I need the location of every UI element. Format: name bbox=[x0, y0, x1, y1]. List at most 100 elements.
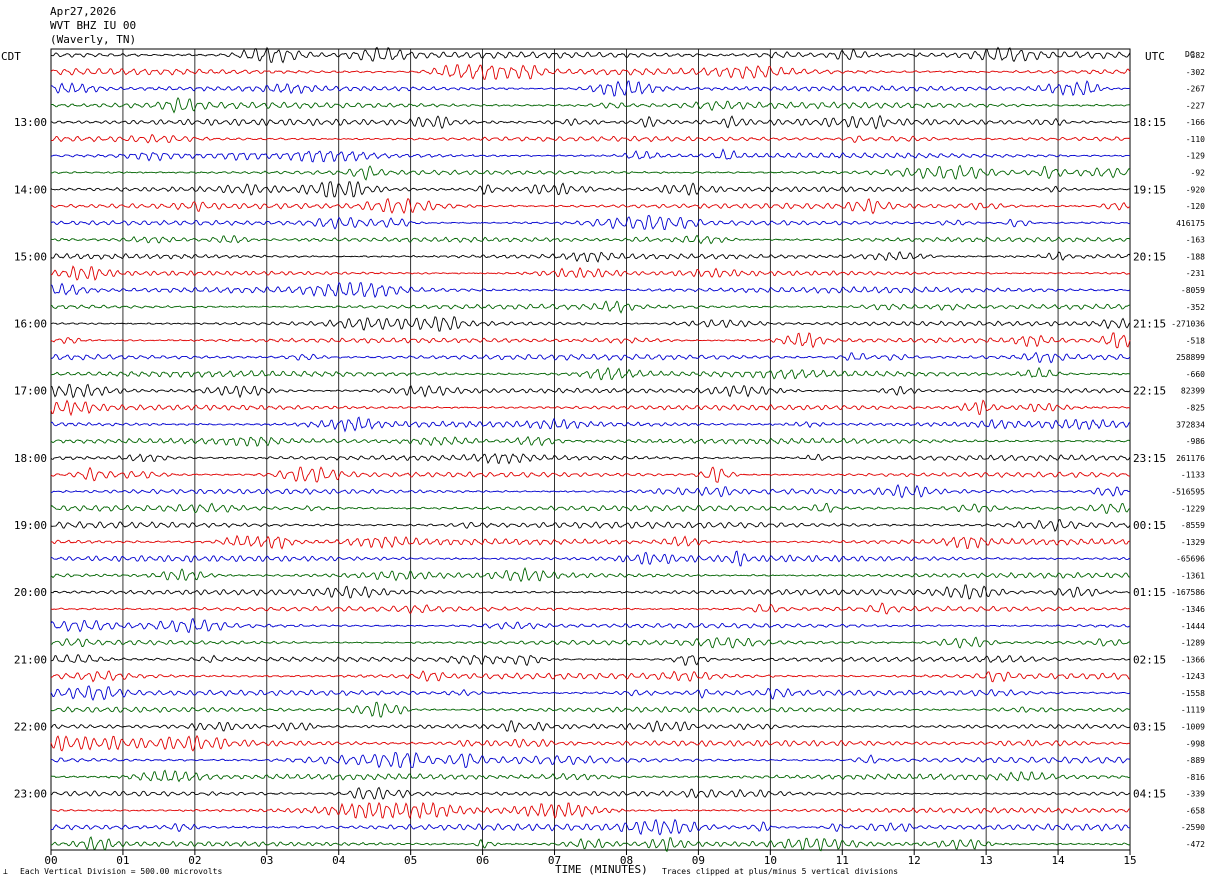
dc-offset-label: 372834 bbox=[1176, 420, 1205, 429]
dc-offset-label: -352 bbox=[1186, 303, 1205, 312]
trace-row bbox=[50, 265, 1131, 281]
dc-offset-label: -518 bbox=[1186, 336, 1205, 345]
trace-row bbox=[50, 734, 1131, 752]
dc-offset-label: -1361 bbox=[1181, 571, 1205, 580]
scale-note: Each Vertical Division = 500.00 microvol… bbox=[20, 867, 223, 876]
dc-offset-label: -271036 bbox=[1171, 320, 1205, 329]
clip-note: Traces clipped at plus/minus 5 vertical … bbox=[662, 867, 899, 876]
x-tick-label: 07 bbox=[548, 854, 561, 867]
dc-offset-label: -163 bbox=[1186, 236, 1205, 245]
left-hour-label: 18:00 bbox=[14, 452, 47, 465]
header-station: WVT BHZ IU 00 bbox=[50, 19, 137, 32]
plot-frame bbox=[50, 48, 1131, 851]
trace-row bbox=[50, 80, 1131, 97]
trace-row bbox=[50, 234, 1131, 245]
dc-offset-label: -129 bbox=[1186, 152, 1205, 161]
header-date: Apr27,2026 bbox=[50, 5, 117, 18]
dc-offset-label: -889 bbox=[1186, 756, 1205, 765]
dc-offset-label: -1329 bbox=[1181, 538, 1205, 547]
dc-offset-label: -339 bbox=[1186, 790, 1205, 799]
x-tick-label: 15 bbox=[1123, 854, 1136, 867]
trace-row bbox=[50, 670, 1131, 683]
trace-row bbox=[50, 316, 1131, 332]
trace-row bbox=[50, 566, 1131, 583]
right-hour-label: 02:15 bbox=[1133, 653, 1166, 666]
x-tick-label: 09 bbox=[692, 854, 705, 867]
x-tick-label: 12 bbox=[908, 854, 921, 867]
trace-row bbox=[50, 251, 1131, 263]
left-hour-label: 21:00 bbox=[14, 653, 47, 666]
trace-row bbox=[50, 96, 1131, 114]
right-hour-label: 00:15 bbox=[1133, 519, 1166, 532]
x-tick-label: 11 bbox=[836, 854, 849, 867]
dc-offset-label: -267 bbox=[1186, 85, 1205, 94]
trace-row bbox=[50, 416, 1131, 433]
dc-offset-label: -110 bbox=[1186, 135, 1205, 144]
trace-row bbox=[50, 720, 1131, 733]
dc-offset-label: -120 bbox=[1186, 202, 1205, 211]
right-hour-label: 20:15 bbox=[1133, 250, 1166, 263]
dc-offset-label: -986 bbox=[1186, 437, 1205, 446]
trace-row bbox=[50, 617, 1131, 634]
dc-offset-label: -1119 bbox=[1181, 706, 1205, 715]
right-hour-label: 18:15 bbox=[1133, 116, 1166, 129]
dc-offset-label: -1229 bbox=[1181, 504, 1205, 513]
left-hour-label: 16:00 bbox=[14, 318, 47, 331]
scale-icon: ⟂ bbox=[3, 867, 8, 876]
trace-row bbox=[50, 584, 1131, 600]
trace-row bbox=[50, 351, 1131, 364]
dc-offset-label: -1009 bbox=[1181, 722, 1205, 731]
trace-row bbox=[50, 281, 1131, 299]
trace-row bbox=[50, 366, 1131, 381]
trace-row bbox=[50, 483, 1131, 499]
dc-offset-label: -1558 bbox=[1181, 689, 1205, 698]
trace-row bbox=[50, 534, 1131, 550]
trace-row bbox=[50, 636, 1131, 649]
trace-row bbox=[50, 752, 1130, 769]
left-hour-label: 22:00 bbox=[14, 720, 47, 733]
trace-row bbox=[51, 653, 1131, 667]
right-hour-label: 01:15 bbox=[1133, 586, 1166, 599]
trace-row bbox=[50, 550, 1131, 567]
dc-offset-label: -472 bbox=[1186, 840, 1205, 849]
trace-row bbox=[50, 46, 1131, 64]
trace-row bbox=[50, 701, 1131, 718]
dc-offset-label: -231 bbox=[1186, 269, 1205, 278]
dc-offset-label: -167586 bbox=[1171, 588, 1205, 597]
header-location: (Waverly, TN) bbox=[50, 33, 137, 46]
trace-row bbox=[50, 399, 1131, 417]
x-tick-label: 00 bbox=[44, 854, 57, 867]
dc-offset-label: -816 bbox=[1186, 773, 1205, 782]
dc-offset-label: 82399 bbox=[1181, 387, 1205, 396]
trace-row bbox=[50, 602, 1131, 615]
dc-offset-label: 258899 bbox=[1176, 353, 1205, 362]
dc-label: DC bbox=[1185, 50, 1195, 59]
left-hour-label: 23:00 bbox=[14, 788, 47, 801]
dc-offset-label: -920 bbox=[1186, 185, 1205, 194]
dc-offset-label: -658 bbox=[1186, 806, 1205, 815]
dc-offset-label: -1243 bbox=[1181, 672, 1205, 681]
right-hour-label: 04:15 bbox=[1133, 788, 1166, 801]
trace-row bbox=[50, 435, 1131, 447]
trace-row bbox=[50, 769, 1131, 783]
left-hour-label: 20:00 bbox=[14, 586, 47, 599]
dc-offset-label: 416175 bbox=[1176, 219, 1205, 228]
dc-offset-label: -8559 bbox=[1181, 521, 1205, 530]
trace-row bbox=[50, 685, 1131, 702]
right-timezone-label: UTC bbox=[1145, 50, 1165, 63]
trace-row bbox=[50, 466, 1131, 483]
x-tick-label: 08 bbox=[620, 854, 633, 867]
x-axis-title: TIME (MINUTES) bbox=[555, 863, 648, 876]
x-tick-label: 14 bbox=[1051, 854, 1065, 867]
dc-offset-label: -65696 bbox=[1176, 555, 1205, 564]
trace-row bbox=[50, 383, 1131, 399]
trace-row bbox=[50, 197, 1131, 215]
x-tick-label: 01 bbox=[116, 854, 129, 867]
left-timezone-label: CDT bbox=[1, 50, 21, 63]
left-hour-label: 14:00 bbox=[14, 183, 47, 196]
right-hour-label: 22:15 bbox=[1133, 385, 1166, 398]
right-hour-label: 23:15 bbox=[1133, 452, 1166, 465]
x-tick-label: 04 bbox=[332, 854, 346, 867]
dc-offset-label: -998 bbox=[1186, 739, 1205, 748]
trace-row bbox=[50, 452, 1131, 465]
